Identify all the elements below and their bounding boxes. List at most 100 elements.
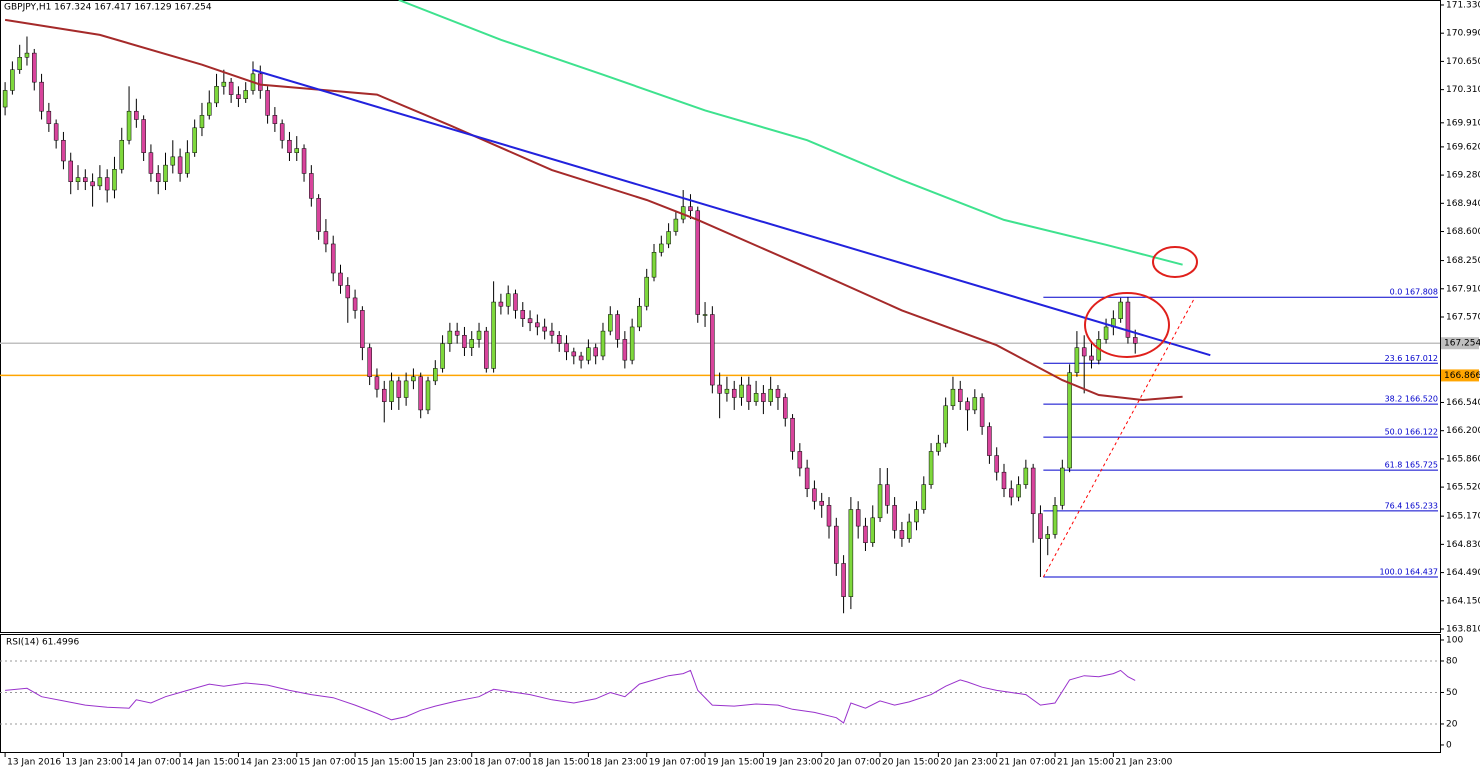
candle-body [411,376,416,382]
candle-body [469,339,474,348]
fib-label: 0.0 167.808 [1390,288,1438,297]
candle-body [352,297,358,311]
candle-body [360,310,365,348]
candle-body [870,517,875,543]
candle-body [396,380,402,398]
y-tick-label: 0 [1446,740,1452,750]
candle-body [914,509,919,523]
rsi-title: RSI(14) 61.4996 [6,638,79,648]
candle-body [126,110,132,141]
candle-body [192,127,197,153]
y-tick-label: 164.490 [1446,568,1480,578]
candle-body [367,347,372,377]
candle-body [608,314,613,332]
x-tick-label: 20 Jan 07:00 [824,758,881,768]
candle-body [2,90,8,108]
price-label-box [1441,337,1479,350]
candle-body [936,442,941,452]
candle-body [68,160,73,182]
candle-body [615,314,620,340]
candle-body [826,505,832,527]
candle-body [892,505,897,531]
candle-body [61,139,66,162]
candle-body [1016,484,1021,498]
candle-body [542,326,547,332]
candle-body [790,417,795,452]
candle-body [309,173,314,199]
y-tick-label: 168.250 [1446,256,1480,266]
candle-body [834,525,839,564]
highlight-circle [1152,246,1198,278]
candle-body [185,152,190,174]
candle-body [476,330,482,340]
candle-body [316,198,321,232]
candle-body [921,484,927,510]
candle-body [177,156,183,174]
candle-body [112,169,117,191]
candle-body [1030,467,1036,514]
y-tick-label: 166.200 [1446,426,1480,436]
y-tick-label: 167.910 [1446,284,1480,294]
candle-body [855,509,861,527]
candle-body [1118,301,1123,319]
candle-body [965,401,970,411]
candle-body [863,525,868,543]
x-tick-label: 19 Jan 23:00 [765,758,822,768]
candle-body [578,355,584,361]
y-tick-label: 168.940 [1446,199,1480,209]
candle-body [1074,347,1080,373]
candle-body [1067,372,1072,469]
x-tick-label: 19 Jan 07:00 [649,758,706,768]
candle-body [848,509,854,597]
candle-body [323,231,329,245]
price-layer: 171.330 170.990 170.650 170.310 169.910 169.6… [0,0,1480,635]
candle-body [906,521,912,539]
candle-body [330,243,336,274]
x-tick-label: 18 Jan 23:00 [590,758,647,768]
candle-body [994,455,999,473]
candle-body [301,148,307,174]
candle-body [454,330,460,336]
candle-body [644,276,649,307]
candle-body [1038,513,1043,539]
candle-body [979,397,985,427]
candle-body [593,347,598,357]
candle-body [484,330,489,369]
x-tick-label: 20 Jan 23:00 [940,758,997,768]
candle-body [258,73,263,91]
candle-body [403,380,409,398]
candle-body [1132,337,1138,344]
candle-body [374,376,380,390]
candle-body [148,152,154,174]
candle-body [498,301,504,307]
y-tick-label: 168.600 [1446,227,1480,237]
x-tick-label: 15 Jan 23:00 [415,758,472,768]
candle-body [651,252,657,278]
candle-body [600,330,606,357]
x-tick-label: 14 Jan 15:00 [182,758,239,768]
candle-body [207,102,212,116]
candle-body [586,347,591,361]
candle-body [549,330,555,336]
y-tick-label: 165.860 [1446,454,1480,464]
x-tick-label: 19 Jan 15:00 [707,758,764,768]
candle-body [527,318,533,324]
candle-body [1060,467,1065,506]
y-tick-label: 165.520 [1446,483,1480,493]
candle-body [695,210,701,315]
price-label: 167.254 [1444,339,1480,349]
candle-body [556,335,562,344]
candle-body [381,388,387,402]
fib-label: 50.0 166.122 [1385,428,1438,437]
candle-body [24,52,30,58]
candle-body [724,388,730,394]
candle-body [768,388,773,402]
candle-body [39,81,44,112]
y-tick-label: 170.650 [1446,57,1480,67]
candle-body [53,123,59,141]
candle-body [214,86,219,104]
fib-label: 23.6 167.012 [1385,354,1438,363]
candle-body [775,388,781,398]
candle-body [236,94,241,99]
candle-body [513,293,518,311]
